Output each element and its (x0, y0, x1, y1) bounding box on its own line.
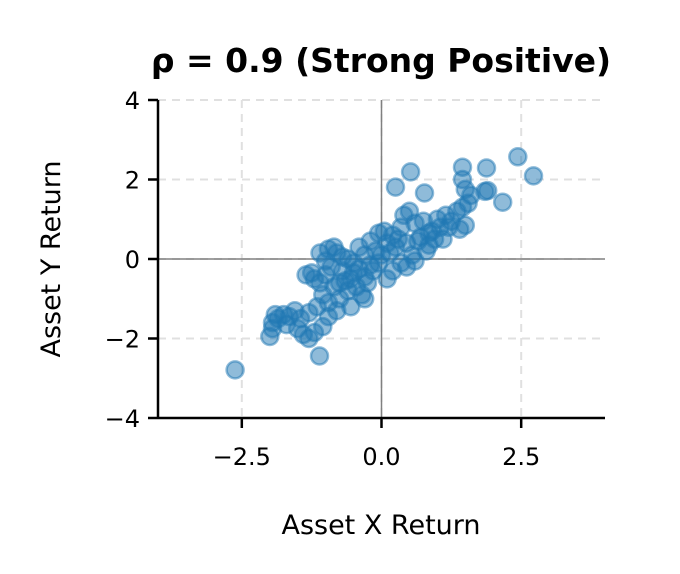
data-point (385, 177, 406, 197)
x-tick-label: 0.0 (362, 443, 400, 471)
x-tick-label: 2.5 (502, 443, 540, 471)
data-point (405, 251, 425, 271)
data-point (410, 227, 431, 247)
data-point (400, 162, 421, 182)
data-point (371, 245, 392, 265)
y-axis-ticks: −4 −2 0 2 4 (105, 87, 158, 433)
data-point (354, 289, 375, 309)
y-tick-label: 4 (125, 87, 140, 115)
x-axis-ticks: −2.5 0.0 2.5 (213, 418, 540, 471)
chart-title: ρ = 0.9 (Strong Positive) (151, 41, 611, 80)
data-point (441, 211, 462, 231)
data-point (414, 183, 435, 203)
data-point (492, 192, 513, 212)
data-point (461, 185, 481, 206)
data-point (433, 229, 453, 249)
y-tick-label: 2 (125, 167, 140, 195)
scatter-points (225, 147, 544, 380)
data-point (332, 247, 353, 267)
data-point (477, 180, 498, 201)
data-point (225, 360, 245, 380)
y-tick-label: −4 (105, 405, 140, 433)
data-point (296, 265, 316, 285)
data-point (315, 251, 336, 271)
data-point (476, 158, 497, 178)
x-axis-label: Asset X Return (281, 510, 480, 541)
data-point (354, 267, 375, 287)
data-point (329, 273, 350, 293)
data-point (309, 346, 330, 366)
data-point (523, 166, 544, 186)
y-axis-label: Asset Y Return (36, 160, 67, 357)
y-tick-label: 0 (125, 246, 140, 274)
y-tick-label: −2 (105, 326, 140, 354)
data-point (508, 147, 528, 167)
x-tick-label: −2.5 (213, 443, 271, 471)
